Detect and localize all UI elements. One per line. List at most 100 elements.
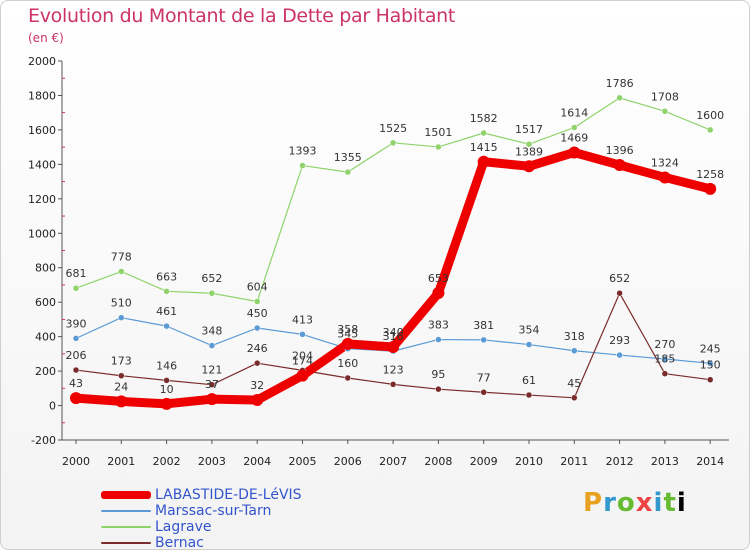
- y-tick-label: 1600: [28, 124, 56, 137]
- data-point: [661, 370, 669, 377]
- x-tick-label: 2002: [153, 455, 181, 468]
- data-label: 37: [205, 378, 219, 391]
- data-point: [706, 376, 714, 383]
- data-point: [480, 129, 487, 137]
- data-point: [525, 341, 533, 348]
- x-tick-label: 2006: [334, 455, 362, 468]
- data-label: 461: [156, 305, 177, 318]
- data-label: 204: [292, 349, 313, 362]
- data-label: 1355: [334, 151, 362, 164]
- legend-swatch-marssac: [101, 510, 151, 512]
- data-point: [389, 139, 397, 147]
- data-label: 652: [609, 272, 630, 285]
- data-point: [389, 381, 397, 388]
- data-label: 413: [292, 313, 313, 326]
- chart-subtitle: (en €): [28, 31, 64, 45]
- legend-label-labastide: LABASTIDE-DE-LéVIS: [155, 487, 302, 503]
- data-point: [72, 284, 80, 292]
- x-tick-label: 2014: [696, 455, 724, 468]
- data-point: [205, 393, 218, 406]
- data-label: 173: [111, 355, 132, 368]
- data-point: [568, 146, 581, 159]
- data-point: [299, 331, 306, 338]
- data-point: [118, 372, 125, 379]
- data-point: [616, 94, 623, 102]
- x-tick-label: 2011: [560, 455, 588, 468]
- chart-title: Evolution du Montant de la Dette par Hab…: [28, 5, 456, 27]
- x-tick-label: 2000: [62, 455, 90, 468]
- data-point: [477, 155, 490, 168]
- y-tick-label: 1800: [28, 89, 56, 102]
- data-point: [616, 351, 623, 359]
- data-point: [253, 324, 261, 332]
- legend-item-marssac: Marssac-sur-Tarn: [101, 503, 302, 519]
- data-label: 270: [654, 338, 675, 351]
- data-label: 1258: [696, 168, 724, 181]
- legend: LABASTIDE-DE-LéVIS Marssac-sur-Tarn Lagr…: [101, 487, 302, 549]
- data-point: [523, 160, 535, 173]
- y-tick-label: 1000: [28, 227, 56, 240]
- data-point: [480, 336, 487, 344]
- data-label: 381: [473, 319, 494, 332]
- data-label: 1517: [515, 123, 543, 136]
- data-label: 1582: [470, 112, 498, 125]
- data-label: 146: [156, 359, 177, 372]
- legend-swatch-lagrave: [101, 526, 151, 528]
- x-tick-label: 2007: [379, 455, 407, 468]
- data-label: 206: [66, 349, 87, 362]
- data-label: 185: [654, 353, 675, 366]
- data-label: 1525: [379, 122, 407, 135]
- data-point: [118, 314, 125, 321]
- data-point: [208, 381, 216, 388]
- data-point: [163, 377, 170, 384]
- data-label: 1600: [696, 109, 724, 122]
- data-label: 10: [160, 383, 174, 396]
- data-point: [616, 289, 623, 297]
- data-point: [299, 162, 306, 169]
- data-label: 1708: [651, 90, 679, 103]
- data-point: [571, 347, 578, 355]
- legend-item-bernac: Bernac: [101, 535, 302, 549]
- data-label: 160: [337, 357, 358, 370]
- series-labels: 681 778 663 652 604 1393 1355 1525 1501 1582 1517 1…: [66, 77, 725, 396]
- data-point: [296, 369, 309, 382]
- data-label: 95: [431, 368, 445, 381]
- data-point: [571, 124, 578, 131]
- data-point: [251, 394, 264, 407]
- y-tick-label: 600: [35, 296, 56, 309]
- data-point: [341, 337, 354, 350]
- data-point: [480, 389, 487, 396]
- y-tick-label: 1400: [28, 158, 56, 171]
- data-point: [704, 182, 717, 195]
- legend-item-lagrave: Lagrave: [101, 519, 302, 535]
- x-tick-label: 2012: [606, 455, 634, 468]
- data-point: [435, 385, 442, 393]
- y-tick-label: 800: [35, 262, 56, 275]
- data-label: 1393: [289, 145, 317, 158]
- data-label: 778: [111, 251, 132, 264]
- data-point: [70, 392, 82, 405]
- proxiti-logo: Proxiti: [583, 488, 687, 518]
- data-label: 1396: [606, 144, 634, 157]
- data-label: 1469: [560, 131, 588, 144]
- data-label: 1501: [424, 126, 452, 139]
- data-label: 653: [428, 272, 449, 285]
- data-label: 1415: [470, 141, 498, 154]
- data-point: [571, 394, 578, 402]
- data-point: [344, 168, 352, 176]
- data-label: 1614: [560, 106, 588, 119]
- legend-item-labastide: LABASTIDE-DE-LéVIS: [101, 487, 302, 503]
- x-tick-label: 2013: [651, 455, 679, 468]
- data-point: [253, 359, 261, 367]
- data-label: 340: [383, 326, 404, 339]
- data-point: [435, 143, 442, 151]
- data-point: [208, 289, 216, 297]
- data-label: 24: [114, 380, 128, 393]
- axes: -200 0 200 400 600 800 1000 1200 1400 1600 1800 200…: [28, 55, 729, 468]
- data-point: [613, 159, 626, 172]
- data-point: [115, 395, 128, 408]
- series-points: [70, 94, 717, 410]
- x-tick-label: 2008: [424, 455, 452, 468]
